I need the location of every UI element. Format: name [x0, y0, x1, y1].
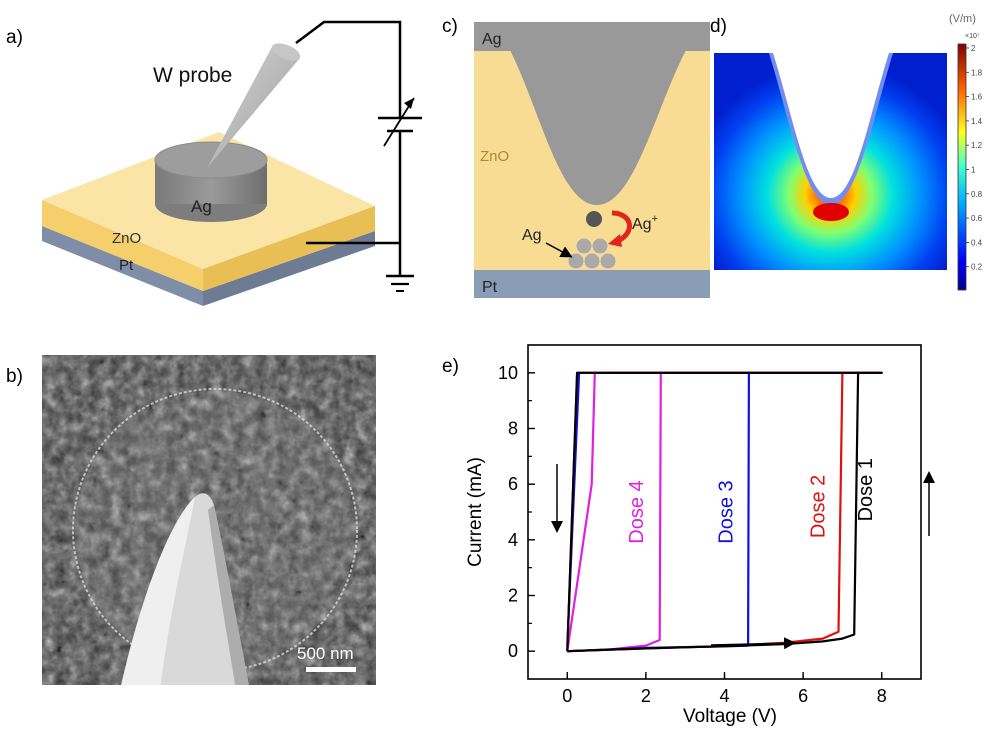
ag-ion: [586, 211, 602, 227]
series-label-dose-3: Dose 3: [715, 480, 737, 543]
series-line-dose-1: [566, 371, 883, 653]
cluster-pointer: [545, 242, 573, 258]
y-tick-label: 10: [498, 363, 518, 383]
scalebar: [306, 667, 356, 672]
colorbar-tick-label: 0.8: [971, 190, 983, 199]
ag-cluster: [568, 238, 616, 269]
ion-label: Ag+: [632, 213, 658, 233]
zno-layer-side: [203, 206, 375, 291]
x-tick-label: 2: [641, 686, 651, 706]
x-axis-label: Voltage (V): [683, 706, 777, 727]
x-tick-label: 4: [719, 686, 729, 706]
colorbar-exponent: ×10⁷: [965, 33, 980, 40]
series-label-dose-2: Dose 2: [808, 475, 830, 538]
panel-c: c) Ag ZnO Pt Ag+ Ag: [442, 16, 710, 298]
pt-label: Pt: [119, 257, 134, 274]
panel-b: b) 500 nm: [6, 355, 376, 685]
zno-label: ZnO: [112, 230, 141, 247]
field-hotspot: [813, 203, 849, 221]
ag-cone: [510, 50, 686, 205]
w-probe-end: [271, 43, 301, 61]
pt-bottom-electrode: [474, 270, 710, 298]
pt-layer-front: [42, 226, 203, 306]
cluster-label: Ag: [522, 227, 542, 244]
electrode-cutout: [714, 53, 947, 205]
panel-e: e) 0 2 4 6 8 0 2 4 6 8 10 Voltage (V) Current (mA)…: [442, 344, 935, 727]
colorbar-unit: (V/m): [949, 13, 976, 25]
colorbar: [957, 43, 967, 291]
y-tick-label: 8: [508, 419, 518, 439]
colorbar-tick-label: 1.2: [971, 141, 983, 150]
sweep-direction-right-arrow: [710, 637, 796, 650]
panel-b-label: b): [6, 366, 23, 387]
panel-e-label: e): [442, 356, 459, 377]
colorbar-tick-label: 2: [971, 44, 976, 53]
colorbar-tick-label: 1.6: [971, 93, 983, 102]
panel-d: d) (V/m) ×10⁷ 2 1.8 1.6 1.4 1.2 1 0.8 0.6 0.4 0.2: [710, 13, 983, 291]
axis-ticks: 0 2 4 6 8 0 2 4 6 8 10: [498, 363, 887, 706]
y-tick-label: 6: [508, 474, 518, 494]
y-tick-label: 4: [508, 530, 518, 550]
series-group: [566, 371, 883, 653]
pt-layer-side: [203, 231, 375, 306]
y-axis-label: Current (mA): [465, 457, 486, 567]
zno-matrix-label: ZnO: [480, 148, 509, 165]
x-tick-label: 0: [562, 686, 572, 706]
panel-a: a) W probe Ag ZnO Pt: [6, 20, 422, 306]
w-probe: [207, 47, 300, 168]
colorbar-tick-label: 0.4: [971, 238, 983, 247]
panel-a-label: a): [6, 27, 23, 48]
x-tick-label: 6: [798, 686, 808, 706]
colorbar-ticks: 2 1.8 1.6 1.4 1.2 1 0.8 0.6 0.4 0.2: [966, 44, 983, 272]
ag-top-electrode: [474, 22, 710, 51]
zno-layer-front: [42, 200, 203, 291]
scalebar-label: 500 nm: [297, 644, 354, 663]
circuit-wire-top: [295, 20, 402, 118]
ag-electrode-top: [154, 141, 268, 179]
top-electrode-label: Ag: [482, 31, 502, 48]
series-label-dose-4: Dose 4: [626, 480, 648, 543]
colorbar-tick-label: 1.8: [971, 68, 983, 77]
colorbar-tick-label: 0.6: [971, 214, 983, 223]
colorbar-tick-label: 1.4: [971, 117, 983, 126]
x-tick-label: 8: [877, 686, 887, 706]
ag-label: Ag: [191, 197, 212, 216]
panel-c-label: c): [442, 16, 458, 37]
colorbar-tick-label: 1: [971, 166, 976, 175]
bottom-electrode-label: Pt: [482, 279, 498, 296]
w-probe-label: W probe: [153, 64, 232, 87]
panel-d-label: d): [710, 16, 727, 37]
colorbar-tick-label: 0.2: [971, 263, 983, 272]
migration-arrow: [611, 210, 632, 244]
y-tick-label: 0: [508, 641, 518, 661]
y-tick-label: 2: [508, 586, 518, 606]
series-label-dose-1: Dose 1: [855, 458, 877, 521]
